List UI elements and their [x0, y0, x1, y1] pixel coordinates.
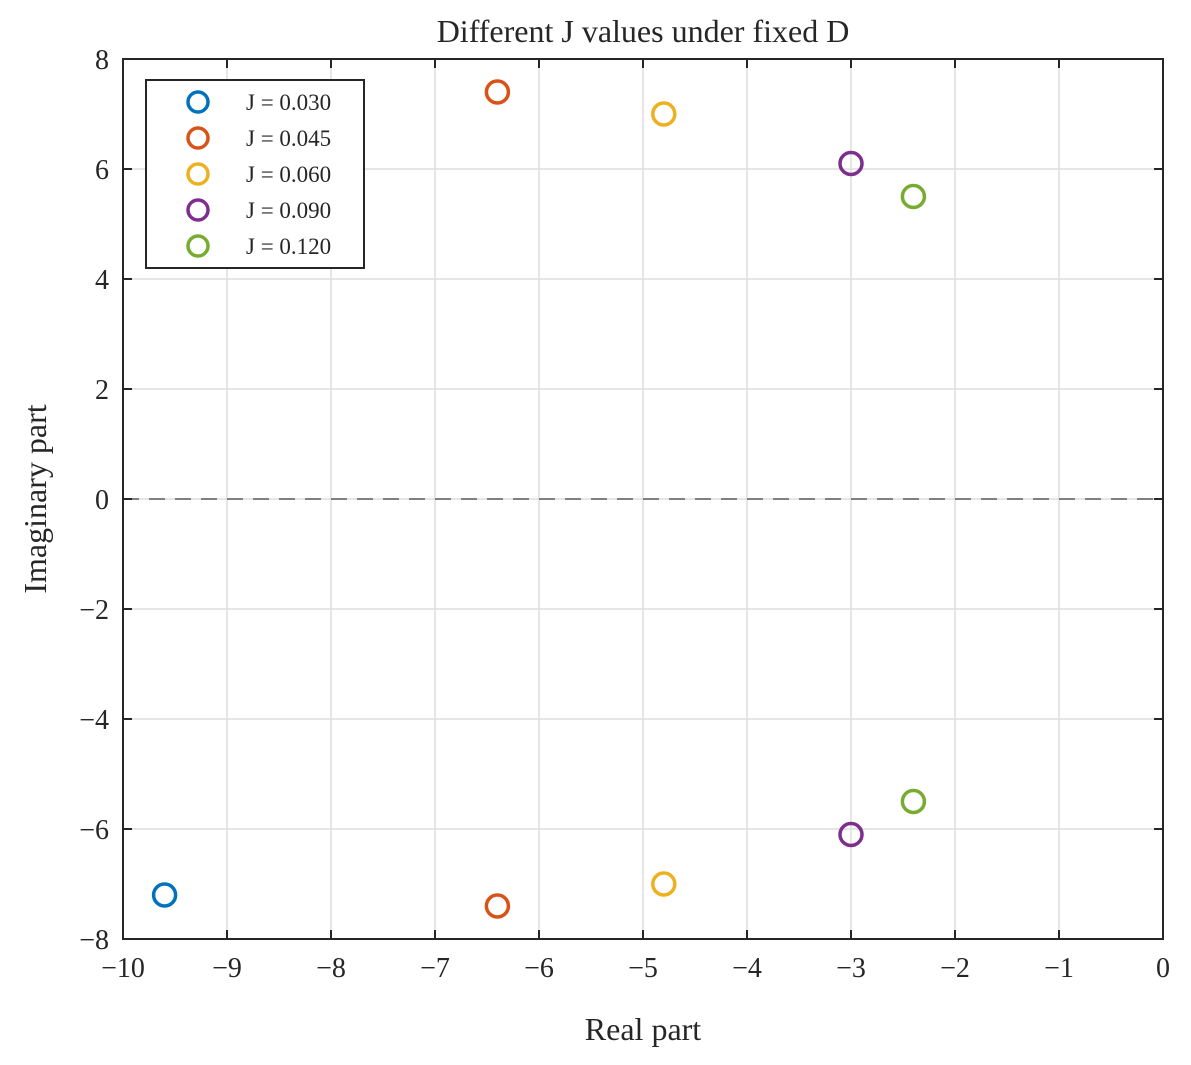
data-point: [484, 79, 511, 105]
y-tick-label: −6: [79, 815, 109, 846]
legend-marker: [186, 234, 210, 258]
legend-label: J = 0.120: [246, 234, 331, 259]
legend-marker: [186, 90, 210, 114]
legend-label: J = 0.060: [246, 162, 331, 187]
y-tick-label: 4: [95, 265, 109, 296]
legend-marker: [186, 162, 210, 186]
x-tick-label: −10: [101, 953, 145, 984]
legend-label: J = 0.045: [246, 126, 331, 151]
x-tick-label: −3: [836, 953, 866, 984]
data-points: [151, 79, 927, 919]
data-point: [838, 821, 864, 848]
legend-marker: [186, 198, 210, 222]
data-point: [838, 150, 864, 177]
data-point: [484, 893, 511, 919]
legend-marker: [186, 126, 210, 150]
x-tick-label: −9: [212, 953, 242, 984]
x-tick-label: −4: [732, 953, 762, 984]
y-tick-label: 0: [95, 485, 109, 516]
chart-title: Different J values under fixed D: [437, 13, 850, 49]
y-axis-title: Imaginary part: [17, 404, 53, 593]
y-tick-label: 8: [95, 45, 109, 76]
legend-box: [145, 79, 365, 269]
data-point: [651, 871, 677, 897]
x-axis-title: Real part: [585, 1011, 702, 1047]
y-tick-label: −4: [79, 705, 109, 736]
x-tick-label: −5: [628, 953, 658, 984]
x-tick-label: −6: [524, 953, 554, 984]
x-tick-label: 0: [1156, 953, 1170, 984]
data-point: [151, 882, 178, 908]
data-point: [900, 788, 927, 815]
legend: J = 0.030 J = 0.045 J = 0.060 J = 0.090 J = …: [145, 79, 365, 269]
x-tick-label: −1: [1044, 953, 1074, 984]
y-tick-label: 2: [95, 375, 109, 406]
x-tick-label: −2: [940, 953, 970, 984]
y-tick-label: −8: [79, 925, 109, 956]
data-point: [900, 183, 927, 210]
legend-label: J = 0.090: [246, 198, 331, 223]
legend-label: J = 0.030: [246, 90, 331, 115]
y-tick-label: −2: [79, 595, 109, 626]
data-point: [651, 101, 677, 127]
x-tick-label: −7: [420, 953, 450, 984]
x-tick-label: −8: [316, 953, 346, 984]
y-tick-label: 6: [95, 155, 109, 186]
